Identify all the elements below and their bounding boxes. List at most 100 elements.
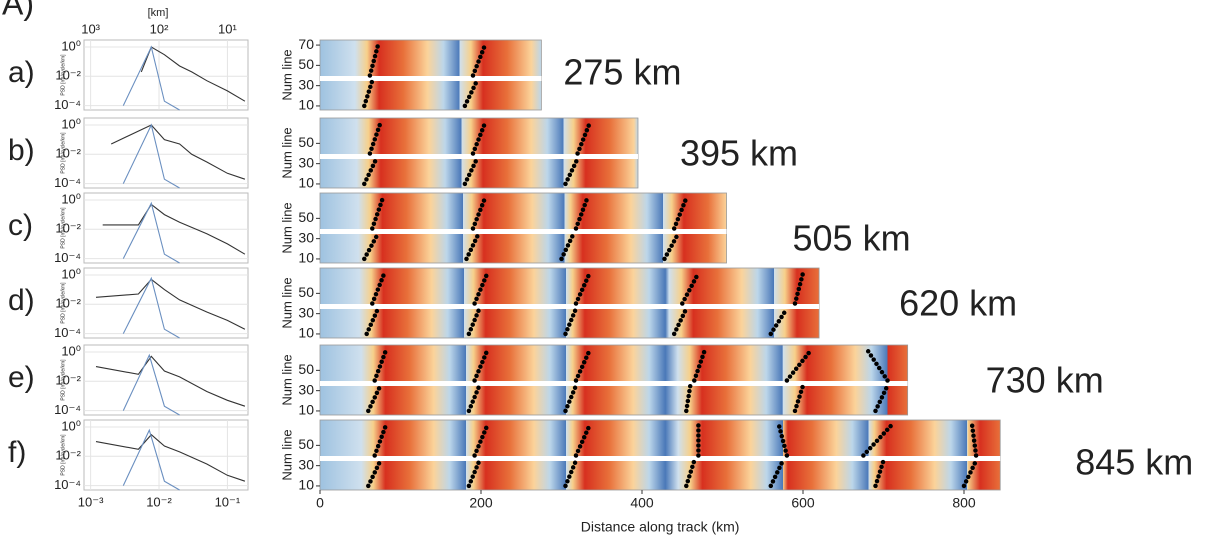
plot-area — [83, 419, 249, 491]
y-tick-label: 10⁰ — [61, 266, 81, 281]
front-dots — [563, 347, 592, 414]
front-dots — [364, 270, 387, 337]
y-tick-label: 10⁻⁴ — [54, 402, 81, 417]
y-axis-label: PSD [m²/cycle/km] — [60, 434, 66, 476]
panel-label: a) — [8, 56, 35, 89]
front-dots — [563, 120, 592, 187]
y-tick-label: 10⁻² — [55, 146, 81, 161]
front-dots — [784, 347, 814, 414]
front-dots — [362, 120, 383, 187]
y-tick-label: 10⁻² — [55, 373, 81, 388]
x-tick-label: 0 — [316, 495, 324, 511]
y-axis-label: Num line — [279, 202, 294, 253]
x-tick-label: 600 — [791, 495, 815, 511]
separator — [320, 154, 638, 159]
y-tick-label: 50 — [298, 209, 314, 225]
separator — [320, 456, 1001, 461]
y-tick-label: 10⁻² — [55, 296, 81, 311]
psd-line — [95, 433, 246, 482]
y-axis-label: Num line — [279, 49, 294, 100]
x-axis-label: Distance along track (km) — [581, 519, 740, 535]
y-tick-label: 50 — [298, 361, 314, 377]
y-tick-label: 70 — [298, 36, 314, 52]
x-tick-label: 400 — [630, 495, 654, 511]
front-dots — [865, 347, 890, 414]
psd-line — [122, 353, 180, 416]
x-tick-label: 200 — [469, 495, 493, 511]
y-axis-label: PSD [m²/cycle/km] — [60, 132, 66, 174]
x2-tick-label: 10² — [150, 21, 169, 36]
panel-label: b) — [8, 134, 35, 167]
psd-line — [122, 123, 180, 189]
plot-area — [83, 267, 249, 339]
separator — [320, 381, 908, 386]
y-tick-label: 10⁰ — [61, 343, 81, 358]
psd-line — [122, 276, 180, 339]
front-dots — [559, 195, 590, 262]
y-tick-label: 10⁻² — [55, 68, 81, 83]
y-axis-label: PSD [m²/cycle/km] — [60, 54, 66, 96]
front-dots — [768, 270, 806, 337]
y-tick-label: 10⁻² — [55, 221, 81, 236]
separator — [320, 76, 542, 81]
y-tick-label: 10 — [298, 402, 314, 418]
panel-label: d) — [8, 284, 35, 317]
psd-line — [122, 45, 180, 111]
separator — [320, 304, 820, 309]
psd-line — [140, 46, 246, 102]
psd-line — [95, 278, 246, 330]
y-tick-label: 10⁰ — [61, 38, 81, 53]
front-dots — [684, 347, 708, 414]
x-tick-label: 10⁻² — [146, 494, 172, 509]
psd-line — [122, 428, 180, 491]
y-tick-label: 10 — [298, 97, 314, 113]
front-dots — [563, 422, 592, 489]
front-dots — [362, 195, 386, 262]
y-tick-label: 10⁻⁴ — [54, 325, 81, 340]
y-tick-label: 10⁻⁴ — [54, 250, 81, 265]
y-tick-label: 30 — [298, 304, 314, 320]
y-axis-label: PSD [m²/cycle/km] — [60, 282, 66, 324]
panel-label: c) — [8, 209, 33, 242]
y-tick-label: 10⁻⁴ — [54, 97, 81, 112]
track-length: 730 km — [986, 360, 1104, 401]
y-tick-label: 10⁰ — [61, 418, 81, 433]
x-tick-label: 10⁻¹ — [215, 494, 241, 509]
x-tick-label: 800 — [952, 495, 976, 511]
y-axis-label: PSD [m²/cycle/km] — [60, 359, 66, 401]
psd-line — [110, 124, 246, 180]
front-dots — [462, 120, 488, 187]
psd-line — [95, 355, 246, 407]
front-dots — [466, 422, 490, 489]
y-tick-label: 10 — [298, 477, 314, 493]
front-dots — [466, 270, 490, 337]
front-dots — [861, 422, 894, 489]
x2-tick-label: 10¹ — [218, 21, 237, 36]
front-dots — [671, 270, 701, 337]
y-tick-label: 10 — [298, 325, 314, 341]
y-tick-label: 10⁰ — [61, 191, 81, 206]
y-axis-label: Num line — [279, 127, 294, 178]
y-tick-label: 30 — [298, 154, 314, 170]
track-length: 275 km — [563, 52, 681, 93]
y-axis-label: Num line — [279, 277, 294, 328]
front-dots — [961, 422, 979, 489]
y-tick-label: 50 — [298, 56, 314, 72]
front-dots — [768, 422, 790, 489]
x2-tick-label: 10³ — [81, 21, 100, 36]
y-axis-label: PSD [m²/cycle/km] — [60, 207, 66, 249]
y-tick-label: 10⁻⁴ — [54, 175, 81, 190]
front-dots — [366, 422, 389, 489]
front-dots — [684, 422, 701, 489]
x-tick-label: 10⁻³ — [78, 494, 104, 509]
track-length: 845 km — [1075, 442, 1193, 483]
psd-line — [102, 203, 246, 255]
heatmap — [319, 344, 909, 416]
y-tick-label: 10 — [298, 250, 314, 266]
y-tick-label: 10⁻² — [55, 448, 81, 463]
figure-label: A) — [2, 0, 34, 21]
plot-area — [83, 117, 249, 189]
front-dots — [362, 42, 381, 109]
separator — [320, 229, 727, 234]
plot-area — [83, 39, 249, 111]
